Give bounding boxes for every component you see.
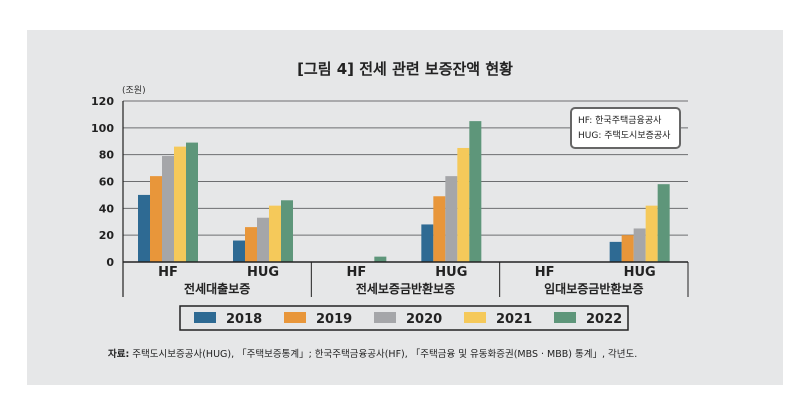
note-hf: HF: 한국주택금융공사 — [578, 115, 662, 126]
bar-2022 — [281, 200, 293, 262]
y-tick-label: 0 — [106, 256, 114, 269]
bar-2022 — [657, 184, 670, 262]
bar-2019 — [433, 196, 446, 262]
y-tick-label: 40 — [99, 202, 115, 215]
legend-label: 2022 — [586, 312, 622, 327]
bar-2022 — [186, 142, 198, 262]
y-tick-label: 80 — [99, 149, 115, 162]
bar-2020 — [633, 228, 646, 262]
chart-title: [그림 4] 전세 관련 보증잔액 현황 — [297, 60, 513, 78]
bar-2021 — [457, 147, 470, 262]
bar-2018 — [138, 194, 150, 262]
group-label: 전세대출보증 — [184, 281, 250, 296]
y-tick-label: 100 — [91, 122, 114, 135]
legend: 2018 2019 2020 2021 2022 — [179, 305, 629, 331]
bar-2020 — [257, 217, 269, 262]
bar-2021 — [174, 146, 186, 262]
y-tick-label: 60 — [99, 176, 115, 189]
bar-2022 — [469, 121, 482, 262]
note-hug: HUG: 주택도시보증공사 — [578, 130, 671, 141]
legend-swatch — [194, 312, 216, 323]
bar-2020 — [445, 176, 458, 262]
source-note: 자료: 주택도시보증공사(HUG), 「주택보증통계」; 한국주택금융공사(HF… — [108, 346, 637, 360]
note-box: HF: 한국주택금융공사 HUG: 주택도시보증공사 — [570, 107, 681, 149]
x-tick-label: HUG — [624, 265, 656, 280]
legend-label: 2018 — [226, 312, 262, 327]
legend-swatch — [464, 312, 486, 323]
legend-label: 2019 — [316, 312, 352, 327]
x-tick-label: HF — [535, 265, 555, 280]
source-text: 주택도시보증공사(HUG), 「주택보증통계」; 한국주택금융공사(HF), 「… — [129, 349, 638, 360]
bar-2020 — [162, 156, 174, 262]
bar-2019 — [245, 227, 257, 262]
x-tick-label: HUG — [247, 265, 279, 280]
bar-2021 — [645, 205, 658, 262]
bar-2022 — [374, 256, 387, 262]
bar-2019 — [621, 235, 634, 262]
legend-swatch — [284, 312, 306, 323]
legend-label: 2021 — [496, 312, 532, 327]
legend-box — [179, 305, 629, 331]
y-tick-label: 120 — [91, 95, 114, 108]
x-tick-label: HF — [346, 265, 366, 280]
bar-2018 — [233, 240, 245, 262]
legend-swatch — [374, 312, 396, 323]
legend-label: 2020 — [406, 312, 442, 327]
x-tick-label: HF — [158, 265, 178, 280]
y-tick-label: 20 — [99, 229, 115, 242]
bar-2018 — [421, 224, 434, 262]
bar-2019 — [150, 176, 162, 262]
group-label: 임대보증금반환보증 — [544, 281, 643, 296]
legend-swatch — [554, 312, 576, 323]
y-axis-unit: (조원) — [122, 85, 146, 96]
x-tick-label: HUG — [435, 265, 467, 280]
source-label: 자료: — [108, 349, 130, 360]
bar-2021 — [269, 205, 281, 262]
bar-2018 — [609, 241, 622, 262]
group-label: 전세보증금반환보증 — [356, 281, 455, 296]
